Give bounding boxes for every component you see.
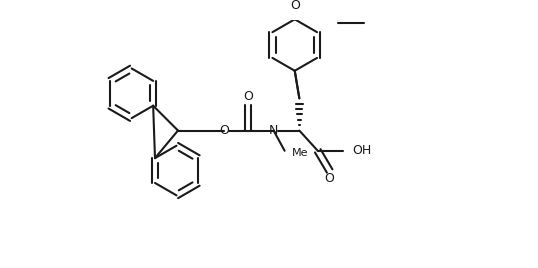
Text: OH: OH: [353, 144, 372, 157]
Text: N: N: [269, 124, 278, 137]
Text: O: O: [243, 90, 253, 103]
Text: O: O: [219, 124, 229, 137]
Text: Me: Me: [292, 148, 308, 158]
Text: O: O: [325, 172, 335, 185]
Text: O: O: [290, 0, 300, 12]
